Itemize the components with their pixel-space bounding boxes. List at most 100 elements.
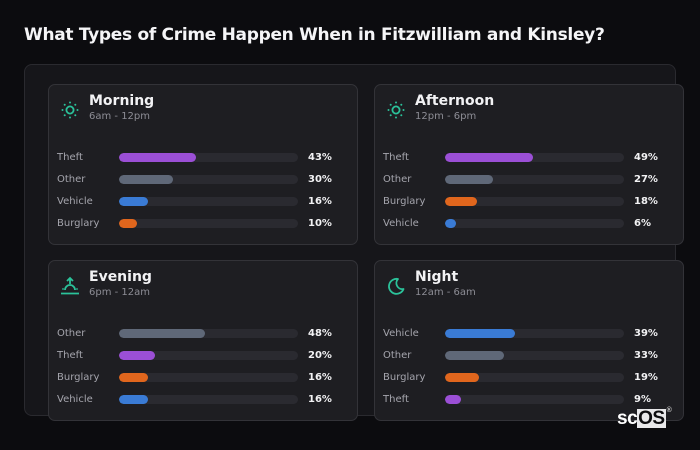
bar-row-vehicle: Vehicle 16% xyxy=(57,190,347,212)
bar-value: 49% xyxy=(634,151,658,163)
bar-fill xyxy=(445,174,494,184)
card-title: Morning xyxy=(89,93,155,109)
bar-fill xyxy=(445,152,533,162)
card-header: Morning 6am - 12pm xyxy=(59,93,154,123)
bar-fill xyxy=(119,174,173,184)
card-title: Evening xyxy=(89,269,152,285)
bar-fill xyxy=(445,394,462,404)
card-title: Night xyxy=(415,269,459,285)
sunset-icon xyxy=(59,275,81,297)
bar-row-burglary: Burglary 18% xyxy=(383,190,673,212)
chart-title: What Types of Crime Happen When in Fitzw… xyxy=(24,25,605,45)
bar-fill xyxy=(445,372,479,382)
bar-row-burglary: Burglary 19% xyxy=(383,366,673,388)
bar-label: Other xyxy=(57,327,86,339)
sun-icon xyxy=(59,99,81,121)
bar-value: 27% xyxy=(634,173,658,185)
bar-row-other: Other 48% xyxy=(57,322,347,344)
bar-fill xyxy=(119,218,137,228)
bar-fill xyxy=(119,372,148,382)
bar-row-burglary: Burglary 10% xyxy=(57,212,347,234)
card-header: Afternoon 12pm - 6pm xyxy=(385,93,494,123)
card-header: Evening 6pm - 12am xyxy=(59,269,152,299)
bar-label: Other xyxy=(57,173,86,185)
card-afternoon: Afternoon 12pm - 6pm Theft 49% Other 27%… xyxy=(374,84,684,245)
bar-track xyxy=(445,372,624,382)
bar-label: Burglary xyxy=(383,195,426,207)
card-time-range: 12pm - 6pm xyxy=(415,111,477,122)
bar-row-theft: Theft 9% xyxy=(383,388,673,410)
bar-fill xyxy=(119,394,148,404)
bar-label: Burglary xyxy=(57,217,100,229)
bar-row-theft: Theft 43% xyxy=(57,146,347,168)
bar-list: Vehicle 39% Other 33% Burglary 19% Theft… xyxy=(383,322,673,410)
bar-value: 19% xyxy=(634,371,658,383)
bar-fill xyxy=(445,218,456,228)
bar-track xyxy=(119,196,298,206)
bar-fill xyxy=(445,328,515,338)
bar-row-vehicle: Vehicle 6% xyxy=(383,212,673,234)
bar-label: Vehicle xyxy=(383,217,419,229)
bar-fill xyxy=(119,152,196,162)
bar-label: Burglary xyxy=(383,371,426,383)
bar-label: Burglary xyxy=(57,371,100,383)
bar-track xyxy=(445,350,624,360)
bar-track xyxy=(119,394,298,404)
moon-icon xyxy=(385,275,407,297)
bar-list: Theft 43% Other 30% Vehicle 16% Burglary… xyxy=(57,146,347,234)
logo-sc: sc xyxy=(617,408,638,429)
bar-value: 33% xyxy=(634,349,658,361)
bar-track xyxy=(445,218,624,228)
bar-label: Theft xyxy=(57,151,83,163)
bar-fill xyxy=(119,328,205,338)
card-title: Afternoon xyxy=(415,93,495,109)
bar-track xyxy=(119,152,298,162)
bar-track xyxy=(445,196,624,206)
bar-track xyxy=(119,328,298,338)
bar-value: 10% xyxy=(308,217,332,229)
bar-value: 16% xyxy=(308,195,332,207)
bar-label: Vehicle xyxy=(383,327,419,339)
sun-icon xyxy=(385,99,407,121)
bar-label: Vehicle xyxy=(57,195,93,207)
bar-value: 48% xyxy=(308,327,332,339)
bar-label: Theft xyxy=(383,151,409,163)
bar-list: Other 48% Theft 20% Burglary 16% Vehicle… xyxy=(57,322,347,410)
bar-value: 20% xyxy=(308,349,332,361)
bar-value: 16% xyxy=(308,393,332,405)
card-time-range: 6pm - 12am xyxy=(89,287,151,298)
card-morning: Morning 6am - 12pm Theft 43% Other 30% V… xyxy=(48,84,358,245)
bar-track xyxy=(119,350,298,360)
card-evening: Evening 6pm - 12am Other 48% Theft 20% B… xyxy=(48,260,358,421)
bar-value: 43% xyxy=(308,151,332,163)
bar-row-vehicle: Vehicle 16% xyxy=(57,388,347,410)
bar-track xyxy=(119,372,298,382)
card-time-range: 12am - 6am xyxy=(415,287,476,298)
bar-row-other: Other 33% xyxy=(383,344,673,366)
card-time-range: 6am - 12pm xyxy=(89,111,151,122)
bar-track xyxy=(445,394,624,404)
bar-value: 6% xyxy=(634,217,651,229)
bar-value: 9% xyxy=(634,393,651,405)
logo-os: OS xyxy=(637,408,666,429)
bar-track xyxy=(445,328,624,338)
bar-label: Other xyxy=(383,173,412,185)
bar-track xyxy=(119,218,298,228)
bar-value: 30% xyxy=(308,173,332,185)
logo-registered: ® xyxy=(666,407,672,414)
bar-label: Theft xyxy=(383,393,409,405)
card-header: Night 12am - 6am xyxy=(385,269,476,299)
bar-label: Theft xyxy=(57,349,83,361)
bar-row-theft: Theft 49% xyxy=(383,146,673,168)
bar-fill xyxy=(119,350,155,360)
bar-fill xyxy=(445,350,505,360)
bar-list: Theft 49% Other 27% Burglary 18% Vehicle… xyxy=(383,146,673,234)
bar-fill xyxy=(445,196,478,206)
bar-label: Other xyxy=(383,349,412,361)
bar-track xyxy=(445,174,624,184)
scos-logo: sc OS ® xyxy=(617,407,672,429)
bar-value: 18% xyxy=(634,195,658,207)
bar-row-other: Other 27% xyxy=(383,168,673,190)
bar-track xyxy=(445,152,624,162)
bar-row-vehicle: Vehicle 39% xyxy=(383,322,673,344)
